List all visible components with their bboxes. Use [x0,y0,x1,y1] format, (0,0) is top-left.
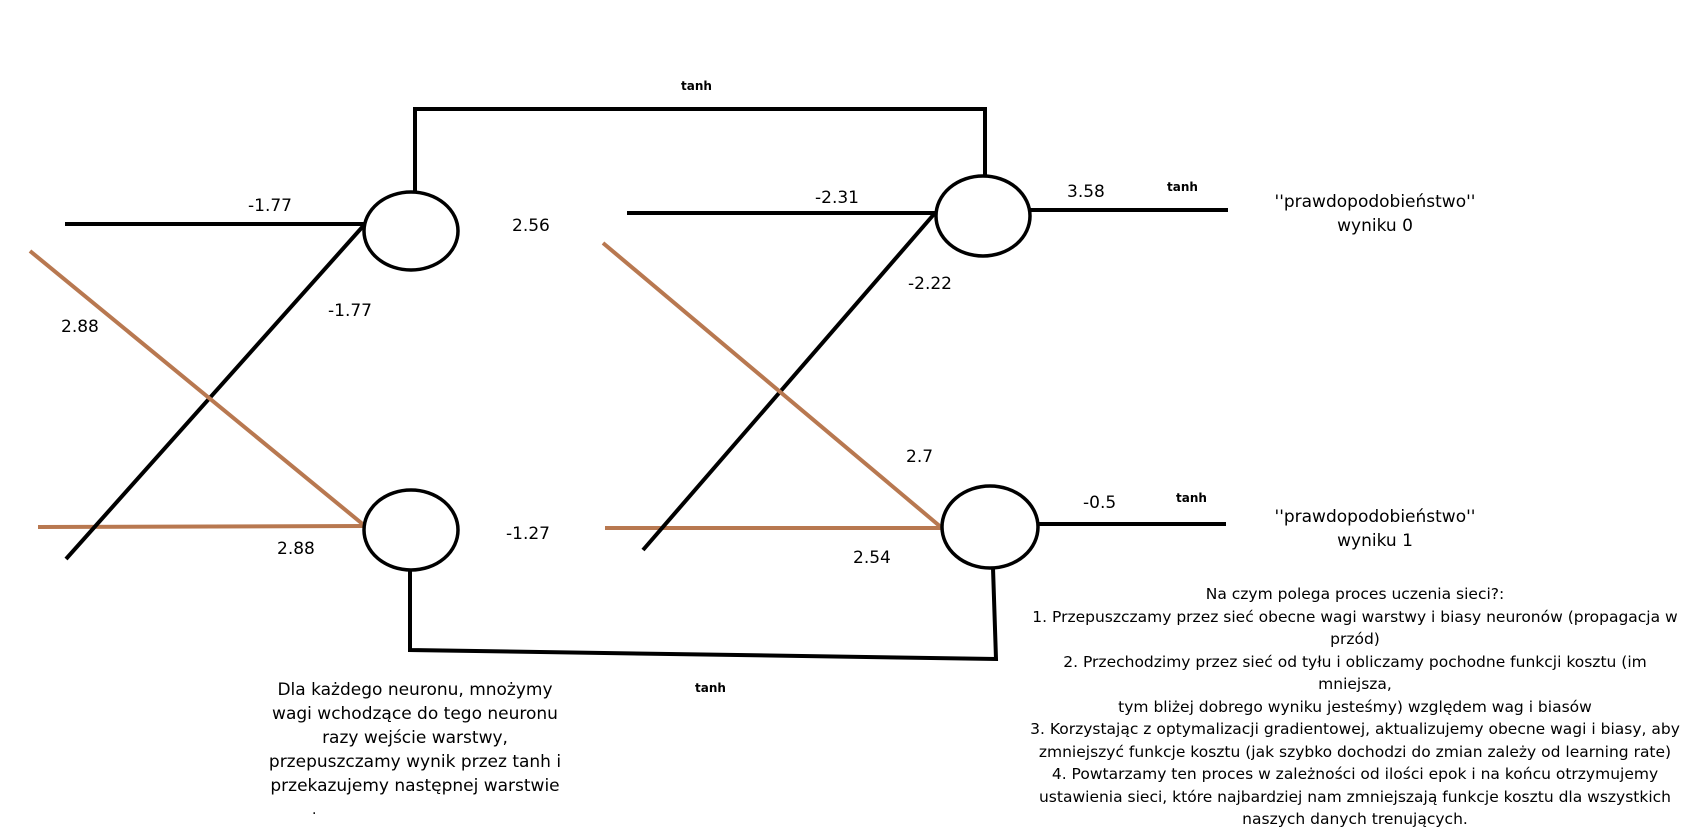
output-1-label: ''prawdopodobieństwo'' wyniku 1 [1195,505,1555,553]
training-line: przód) [1330,630,1380,648]
weight-label: -1.77 [328,301,372,321]
weight-label: -2.22 [908,274,952,294]
training-line: 3. Korzystając z optymalizacji gradiento… [1030,720,1680,738]
training-line: 1. Przepuszczamy przez sieć obecne wagi … [1032,607,1678,626]
output-0-label: ''prawdopodobieństwo'' wyniku 0 [1195,190,1555,238]
l1-cross-line-to-top [64,222,367,561]
output-0-line2: wyniku 0 [1337,216,1413,236]
activation-label: tanh [695,681,726,695]
l2-cross-line-to-top [641,211,937,552]
bottom-bracket-line [408,567,999,662]
forward-pass-description: Dla każdego neuronu, mnożymy wagi wchodz… [250,678,580,798]
description-line: Dla każdego neuronu, mnożymy [277,680,553,700]
weight-label: 2.7 [906,447,933,467]
activation-label: tanh [681,79,712,93]
weight-label: 3.58 [1067,182,1105,202]
description-line: wagi wchodzące do tego neuronu [272,704,558,724]
l1-brown-cross-line [28,249,367,528]
activation-label: tanh [1176,491,1207,505]
description-line: przekazujemy następnej warstwie [270,776,560,796]
neuron-h1-bottom [362,488,460,572]
weight-label: -0.5 [1083,493,1116,513]
description-line: przepuszczamy wynik przez tanh i [268,752,562,772]
training-line: naszych danych trenujących. [1242,810,1468,828]
training-line: ustawienia sieci, które najbardziej nam … [1038,787,1672,806]
l1-bottom-input-line [37,524,366,529]
training-line: 4. Powtarzamy ten proces w zależności od… [1051,765,1659,783]
training-line: tym bliżej dobrego wyniku jesteśmy) wzgl… [1118,697,1592,716]
training-title: Na czym polega proces uczenia sieci?: [1205,585,1505,603]
l2-brown-cross-line [601,241,944,530]
top-bracket-line [413,107,987,192]
bias-label: 2.56 [512,216,550,236]
training-line: 2. Przechodzimy przez sieć od tyłu i obl… [1063,652,1647,694]
stray-dot: . [312,802,317,818]
weight-label: 2.54 [853,548,891,568]
weight-label: 2.88 [61,317,99,337]
neuron-out-top [934,174,1032,258]
neuron-out-bottom [940,484,1040,570]
description-line: razy wejście warstwy, [322,728,508,748]
weight-label: -2.31 [815,188,859,208]
bias-label: -1.27 [506,524,550,544]
training-line: zmniejszyć funkcje kosztu (jak szybko do… [1038,742,1672,761]
neuron-h1-top [362,190,460,272]
activation-label: tanh [1167,180,1198,194]
weight-label: -1.77 [248,196,292,216]
training-process-text: Na czym polega proces uczenia sieci?: 1.… [1030,583,1680,831]
weight-label: 2.88 [277,539,315,559]
output-0-line1: ''prawdopodobieństwo'' [1274,192,1476,212]
output-1-line2: wyniku 1 [1337,531,1413,551]
output-1-line1: ''prawdopodobieństwo'' [1274,507,1476,527]
